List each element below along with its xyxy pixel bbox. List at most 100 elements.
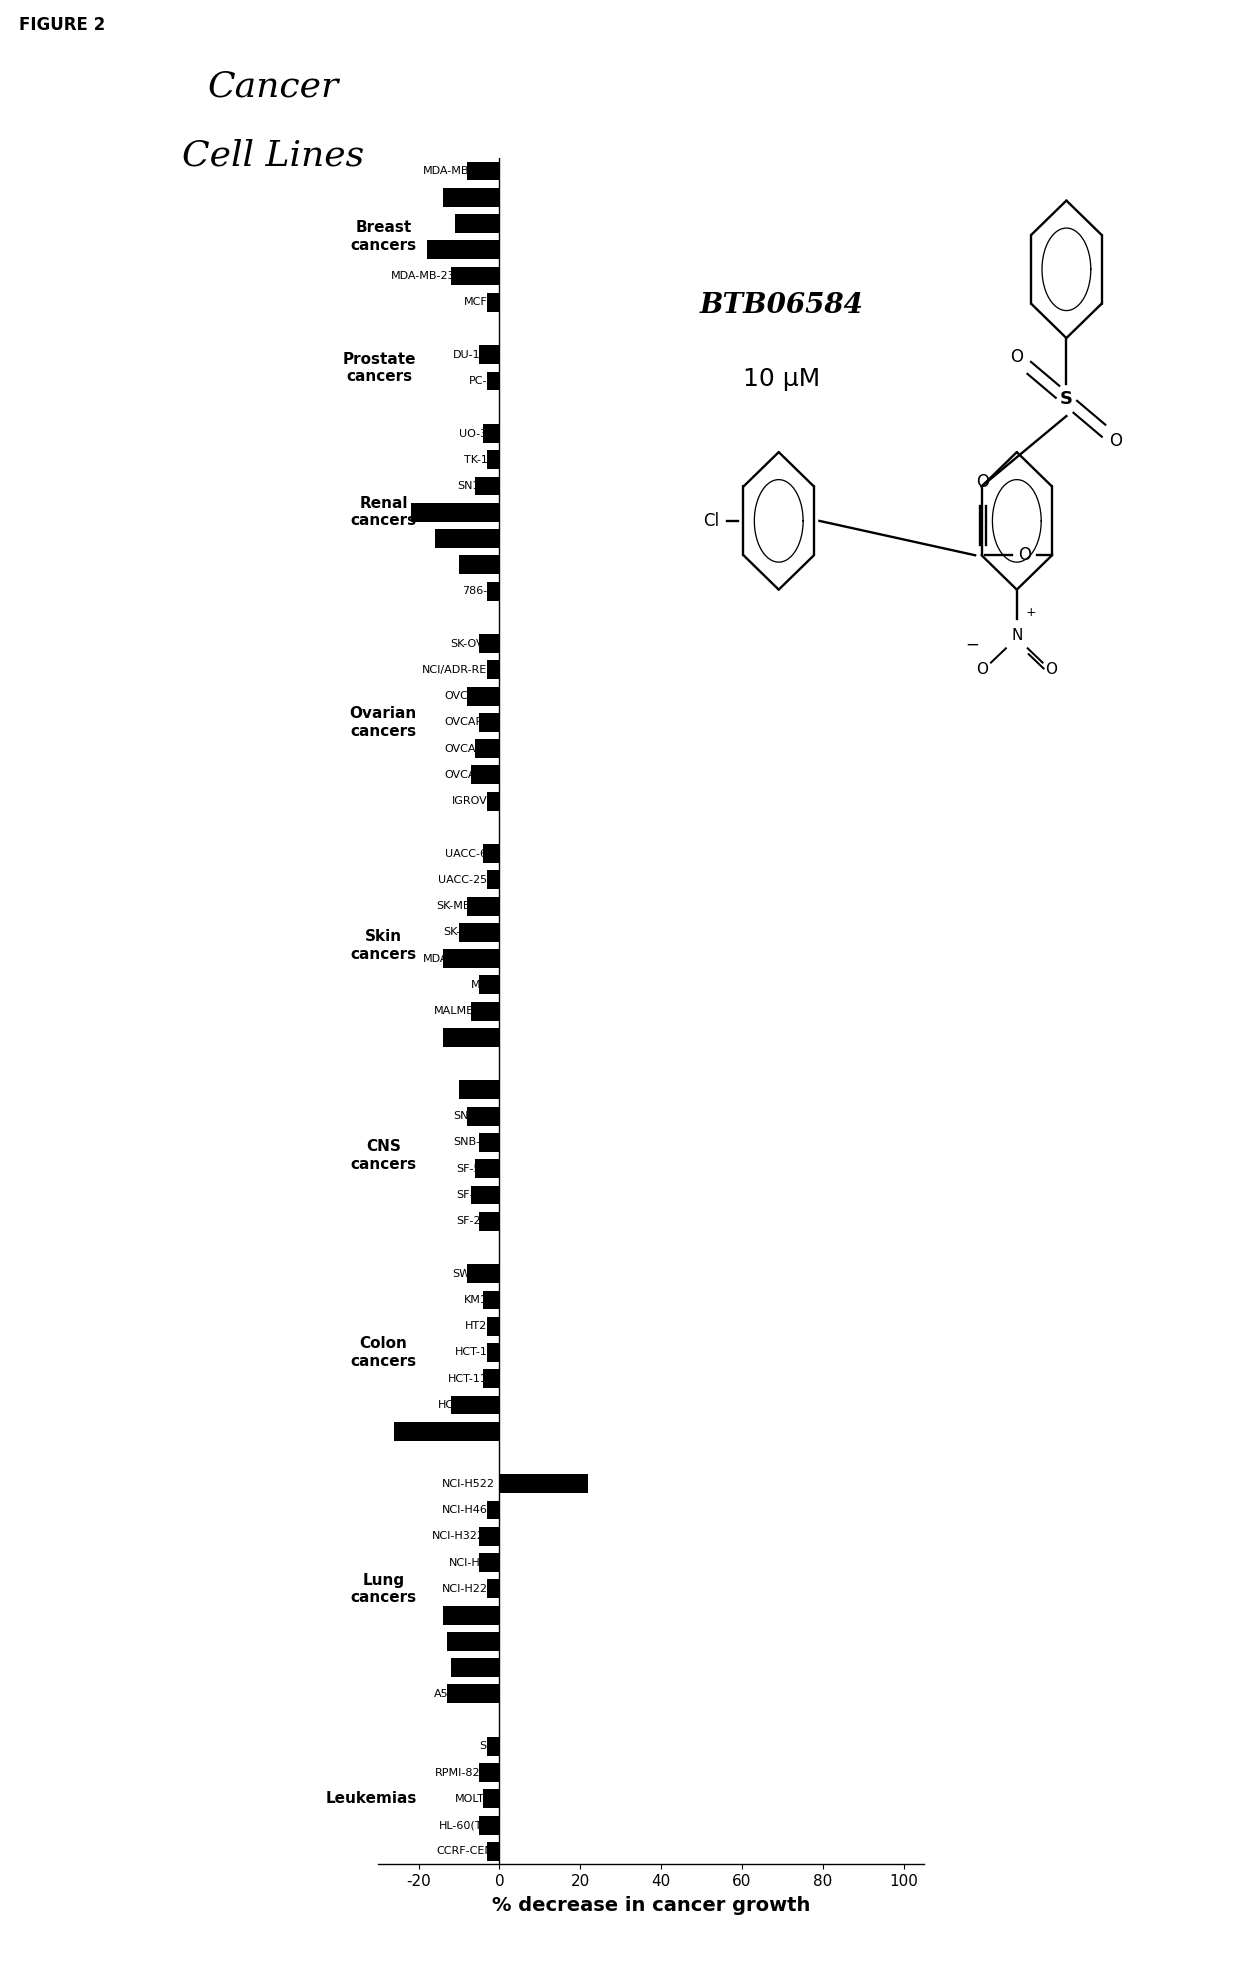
Text: LOX IMVI: LOX IMVI <box>446 1032 495 1042</box>
Bar <box>479 1553 500 1572</box>
Text: CNS
cancers: CNS cancers <box>351 1138 417 1172</box>
Bar <box>479 712 500 732</box>
Bar <box>410 503 500 521</box>
Text: SK-OV-3: SK-OV-3 <box>450 639 495 649</box>
Bar <box>443 1606 500 1624</box>
Bar <box>479 345 500 365</box>
Text: OVCAR-8: OVCAR-8 <box>445 691 495 700</box>
Bar <box>487 582 500 600</box>
Bar <box>487 1501 500 1519</box>
Text: IGROV1: IGROV1 <box>451 797 495 807</box>
Bar <box>435 529 500 548</box>
Text: +: + <box>1025 606 1035 620</box>
Bar <box>484 1369 500 1389</box>
Text: NCI-H322M: NCI-H322M <box>432 1531 495 1541</box>
Text: SK-MEL-2: SK-MEL-2 <box>444 927 495 937</box>
Bar <box>479 1815 500 1835</box>
Text: HOP-62: HOP-62 <box>453 1636 495 1645</box>
Text: OVCAR-5: OVCAR-5 <box>445 718 495 728</box>
Bar <box>475 1160 500 1178</box>
Text: RPMI-8226: RPMI-8226 <box>435 1768 495 1778</box>
Text: O: O <box>1018 547 1032 564</box>
Bar <box>487 1578 500 1598</box>
Bar <box>500 1474 588 1494</box>
Bar <box>484 844 500 862</box>
Bar <box>459 554 500 574</box>
Bar <box>467 1265 500 1282</box>
Text: Cell Lines: Cell Lines <box>182 138 363 172</box>
Text: 10 μM: 10 μM <box>743 367 820 391</box>
Text: Colon
cancers: Colon cancers <box>351 1336 417 1369</box>
Text: UACC-62: UACC-62 <box>445 848 495 858</box>
Text: HL-60(TB): HL-60(TB) <box>439 1821 495 1831</box>
Bar <box>455 213 500 233</box>
Text: MCF7: MCF7 <box>464 298 495 308</box>
Text: OVCAR-3: OVCAR-3 <box>445 769 495 779</box>
Bar <box>394 1423 500 1440</box>
Bar <box>459 1081 500 1099</box>
Bar <box>451 1395 500 1415</box>
Text: T-47D: T-47D <box>463 191 495 201</box>
Bar <box>487 450 500 470</box>
Text: Prostate
cancers: Prostate cancers <box>343 351 417 385</box>
Bar <box>471 1186 500 1204</box>
Text: MALME-3M: MALME-3M <box>434 1006 495 1016</box>
Text: O: O <box>1045 661 1058 677</box>
Text: SK-MEL-28: SK-MEL-28 <box>436 902 495 912</box>
Text: Renal
cancers: Renal cancers <box>351 495 417 529</box>
Text: HCT-15: HCT-15 <box>455 1348 495 1357</box>
Bar <box>475 740 500 758</box>
Text: SF-539: SF-539 <box>456 1164 495 1174</box>
Text: S: S <box>1060 391 1073 408</box>
Bar <box>487 1736 500 1756</box>
Text: −: − <box>965 635 980 653</box>
Bar <box>467 162 500 180</box>
Bar <box>487 1344 500 1361</box>
Text: PC-3: PC-3 <box>469 377 495 387</box>
Bar <box>459 923 500 941</box>
Text: SF-295: SF-295 <box>456 1190 495 1200</box>
Bar <box>484 424 500 444</box>
Bar <box>467 687 500 706</box>
Text: TK-10: TK-10 <box>464 456 495 466</box>
Bar <box>479 1527 500 1545</box>
Text: BTB06584: BTB06584 <box>699 292 863 320</box>
Bar <box>467 1107 500 1127</box>
Text: MDA-MB-468: MDA-MB-468 <box>423 166 495 176</box>
Text: O: O <box>1011 349 1023 367</box>
Bar <box>471 1002 500 1020</box>
Text: Ovarian
cancers: Ovarian cancers <box>350 706 417 738</box>
Text: Skin
cancers: Skin cancers <box>351 929 417 961</box>
Text: O: O <box>977 474 990 491</box>
Text: KM12: KM12 <box>464 1294 495 1304</box>
Bar <box>446 1685 500 1703</box>
Text: A498: A498 <box>465 560 495 570</box>
Text: SF-268: SF-268 <box>456 1215 495 1225</box>
Text: N: N <box>1011 627 1023 643</box>
Text: O: O <box>976 661 988 677</box>
Bar <box>487 1843 500 1861</box>
Text: 786-0: 786-0 <box>463 586 495 596</box>
Text: Cancer: Cancer <box>207 69 339 103</box>
Text: HT29: HT29 <box>465 1322 495 1332</box>
Text: FIGURE 2: FIGURE 2 <box>19 16 105 34</box>
Bar <box>443 949 500 969</box>
Bar <box>479 975 500 994</box>
Text: OVCAR-4: OVCAR-4 <box>445 744 495 754</box>
Text: HS 578T: HS 578T <box>448 245 495 255</box>
Bar <box>487 661 500 679</box>
Text: EKVX: EKVX <box>465 1663 495 1673</box>
Text: O: O <box>1110 432 1122 450</box>
Text: DU-145: DU-145 <box>453 349 495 359</box>
Text: MDA-MB-231/ATCC: MDA-MB-231/ATCC <box>391 270 495 280</box>
Bar <box>487 292 500 312</box>
Bar <box>484 1290 500 1310</box>
Bar <box>484 1790 500 1809</box>
Text: Cl: Cl <box>703 511 719 531</box>
Bar <box>446 1632 500 1651</box>
Bar <box>487 870 500 890</box>
Text: SR: SR <box>480 1742 495 1752</box>
Text: HCC-2998: HCC-2998 <box>438 1401 495 1411</box>
Text: NCI-H460: NCI-H460 <box>441 1505 495 1515</box>
Text: SNB-75: SNB-75 <box>454 1111 495 1121</box>
